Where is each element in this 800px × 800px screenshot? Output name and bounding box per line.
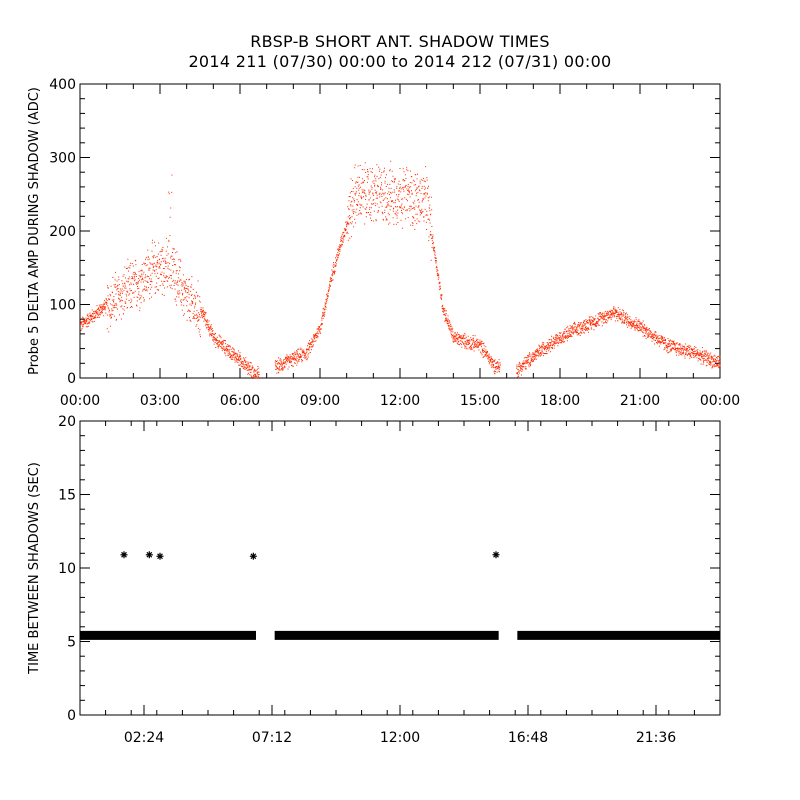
top-xtick-label: 09:00 bbox=[300, 393, 340, 409]
top-ytick-label: 0 bbox=[67, 371, 76, 387]
top-xtick-label: 12:00 bbox=[380, 393, 420, 409]
top-xtick-label: 06:00 bbox=[220, 393, 260, 409]
chart-title: RBSP-B SHORT ANT. SHADOW TIMES bbox=[250, 32, 550, 51]
top-xtick-label: 00:00 bbox=[60, 393, 100, 409]
bottom-ytick-label: 10 bbox=[58, 561, 76, 577]
bottom-ytick-label: 0 bbox=[67, 708, 76, 724]
bottom-ytick-label: 15 bbox=[58, 488, 76, 504]
bottom-xtick-label: 21:36 bbox=[636, 730, 676, 746]
bottom-ylabel: TIME BETWEEN SHADOWS (SEC) bbox=[27, 462, 42, 675]
bottom-ytick-label: 20 bbox=[58, 414, 76, 430]
bottom-series-baseline-points bbox=[517, 630, 720, 640]
top-ytick-label: 300 bbox=[49, 151, 76, 167]
bottom-series-baseline-points bbox=[80, 630, 256, 640]
bottom-series-outlier-point bbox=[492, 551, 500, 559]
bottom-series-outlier-point bbox=[145, 551, 153, 559]
top-ytick-label: 200 bbox=[49, 224, 76, 240]
top-xtick-label: 21:00 bbox=[620, 393, 660, 409]
top-ylabel: Probe 5 DELTA AMP DURING SHADOW (ADC) bbox=[27, 87, 42, 375]
bottom-xtick-label: 02:24 bbox=[124, 730, 164, 746]
top-plot-frame bbox=[79, 83, 721, 379]
bottom-ytick-label: 5 bbox=[67, 635, 76, 651]
bottom-plot-frame bbox=[79, 420, 721, 716]
chart-subtitle: 2014 211 (07/30) 00:00 to 2014 212 (07/3… bbox=[188, 52, 612, 71]
bottom-xtick-label: 12:00 bbox=[380, 730, 420, 746]
top-series-points bbox=[80, 160, 721, 379]
bottom-series-baseline-points bbox=[274, 630, 499, 640]
bottom-series-outlier-point bbox=[249, 552, 257, 560]
bottom-xtick-label: 16:48 bbox=[508, 730, 548, 746]
top-ytick-label: 400 bbox=[49, 77, 76, 93]
top-series-dots bbox=[80, 160, 721, 379]
bottom-series-outlier-point bbox=[156, 552, 164, 560]
top-xtick-label: 18:00 bbox=[540, 393, 580, 409]
top-ytick-label: 100 bbox=[49, 298, 76, 314]
top-xtick-label: 03:00 bbox=[140, 393, 180, 409]
bottom-xtick-label: 07:12 bbox=[252, 730, 292, 746]
bottom-series-outlier-point bbox=[120, 551, 128, 559]
top-xtick-label: 00:00 bbox=[700, 393, 740, 409]
top-xtick-label: 15:00 bbox=[460, 393, 500, 409]
